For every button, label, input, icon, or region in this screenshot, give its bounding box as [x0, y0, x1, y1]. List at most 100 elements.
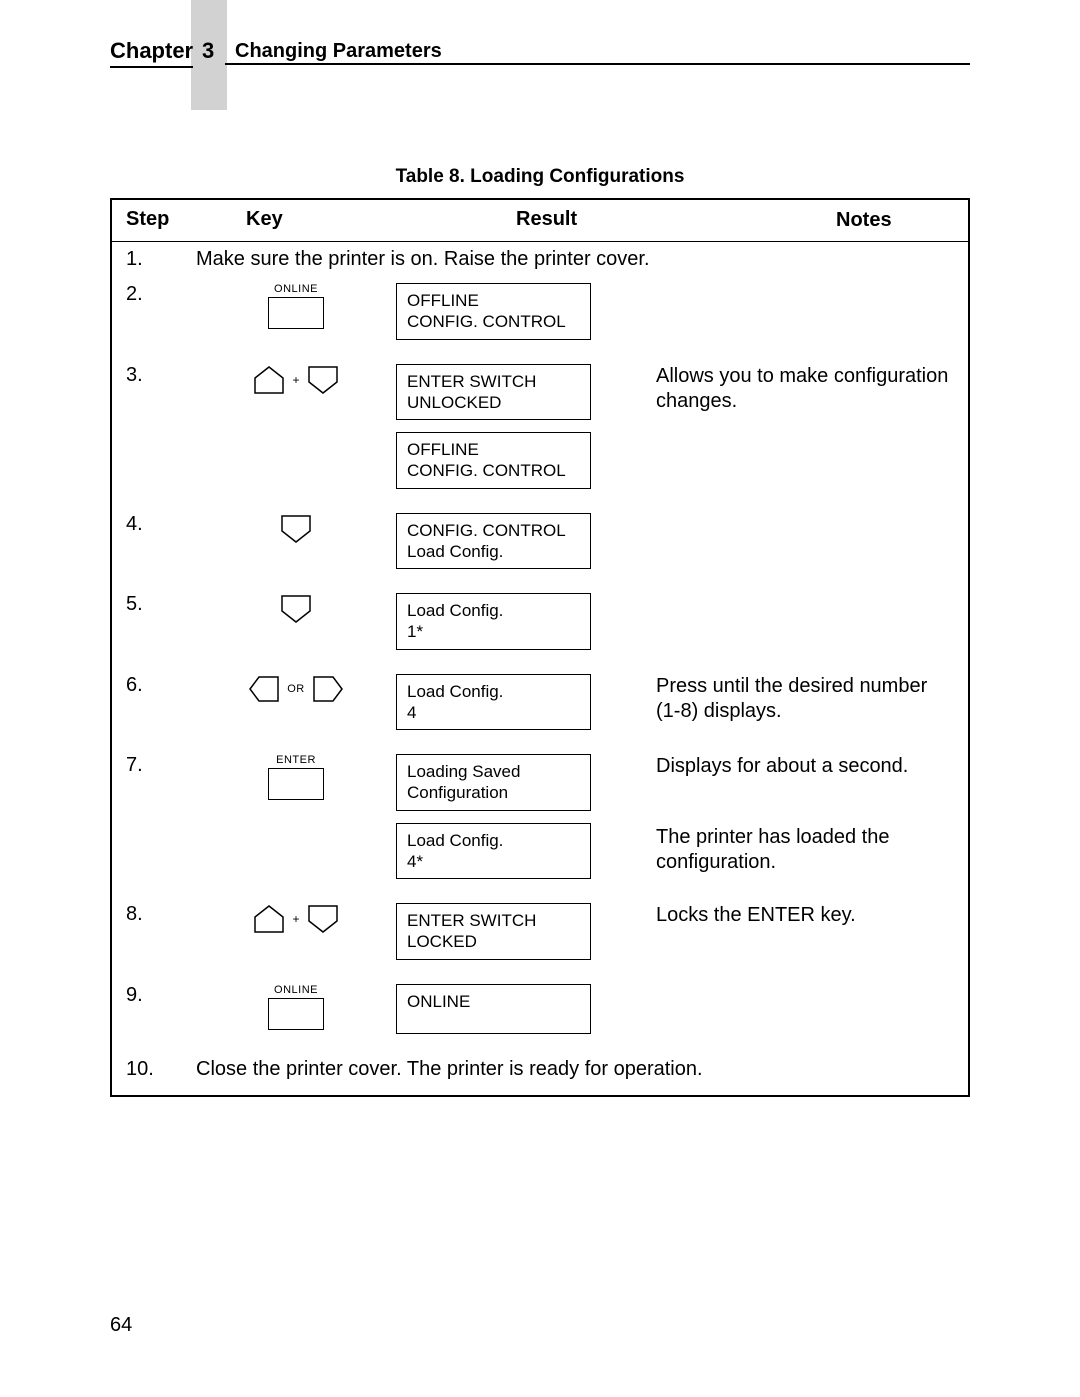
table-row: 5. Load Config. 1* — [112, 587, 968, 668]
col-header-notes: Notes — [776, 208, 954, 233]
step-number: 9. — [126, 984, 196, 1007]
left-arrow-key-icon — [247, 674, 281, 704]
header-rule — [225, 63, 970, 65]
col-header-step: Step — [126, 208, 196, 231]
result-line: Loading Saved — [407, 761, 580, 782]
or-label: OR — [287, 683, 305, 695]
result-box: ENTER SWITCH LOCKED — [396, 903, 591, 960]
result-line: CONFIG. CONTROL — [407, 311, 580, 332]
result-line: ENTER SWITCH — [407, 910, 580, 931]
result-cell: Load Config. 4 — [396, 674, 656, 743]
step-number: 3. — [126, 364, 196, 387]
key-cell: ENTER — [196, 754, 396, 800]
table-row: 4. CONFIG. CONTROL Load Config. — [112, 507, 968, 588]
key-cell: ONLINE — [196, 984, 396, 1030]
notes-cell: Allows you to make configuration changes… — [656, 364, 954, 414]
step-number: 4. — [126, 513, 196, 536]
result-box: Load Config. 4* — [396, 823, 591, 880]
result-cell: OFFLINE CONFIG. CONTROL — [396, 283, 656, 352]
plus-label: + — [292, 912, 299, 926]
result-cell: Load Config. 1* — [396, 593, 656, 662]
rect-button-icon — [268, 998, 324, 1030]
result-line: Configuration — [407, 782, 580, 803]
result-cell: ENTER SWITCH LOCKED — [396, 903, 656, 972]
step-number: 6. — [126, 674, 196, 697]
enter-key: ENTER — [268, 754, 324, 800]
key-combo: + — [252, 903, 339, 935]
table-row: 2. ONLINE OFFLINE CONFIG. CONTROL — [112, 277, 968, 358]
result-line: Load Config. — [407, 830, 580, 851]
key-label: ONLINE — [274, 984, 318, 996]
plus-label: + — [292, 373, 299, 387]
result-line: ENTER SWITCH — [407, 371, 580, 392]
table-row: 3. + ENTER SWITCH UNLOCKED OFFLINE CONFI… — [112, 358, 968, 507]
down-arrow-key-icon — [306, 903, 340, 935]
config-table: Step Key Result Notes 1. Make sure the p… — [110, 198, 970, 1097]
online-key: ONLINE — [268, 283, 324, 329]
step-text: Make sure the printer is on. Raise the p… — [196, 248, 954, 271]
note-line: Displays for about a second. — [656, 754, 954, 779]
table-caption: Table 8. Loading Configurations — [110, 166, 970, 188]
step-number: 2. — [126, 283, 196, 306]
down-arrow-key-icon — [306, 364, 340, 396]
result-box: Load Config. 1* — [396, 593, 591, 650]
page-number: 64 — [110, 1314, 132, 1337]
step-number: 8. — [126, 903, 196, 926]
table-row: 6. OR Load Config. 4 Press until the des… — [112, 668, 968, 749]
key-label: ONLINE — [274, 283, 318, 295]
rect-button-icon — [268, 297, 324, 329]
key-cell — [196, 513, 396, 545]
col-header-result: Result — [446, 208, 776, 231]
step-number: 10. — [126, 1058, 196, 1081]
step-number: 1. — [126, 248, 196, 271]
result-line: OFFLINE — [407, 290, 580, 311]
result-line: Load Config. — [407, 681, 580, 702]
result-line: LOCKED — [407, 931, 580, 952]
result-cell: CONFIG. CONTROL Load Config. — [396, 513, 656, 582]
table-row: 7. ENTER Loading Saved Configuration Loa… — [112, 748, 968, 897]
note-line: The printer has loaded the configuration… — [656, 825, 954, 875]
result-box: Load Config. 4 — [396, 674, 591, 731]
table-row: 8. + ENTER SWITCH LOCKED Locks the ENTER… — [112, 897, 968, 978]
result-cell: ONLINE — [396, 984, 656, 1046]
chapter-header: Chapter 3 Changing Parameters — [110, 38, 970, 110]
notes-cell: Displays for about a second. The printer… — [656, 754, 954, 875]
chapter-number: 3 — [202, 38, 214, 64]
result-line: Load Config. — [407, 600, 580, 621]
result-line: UNLOCKED — [407, 392, 580, 413]
step-text: Close the printer cover. The printer is … — [196, 1058, 954, 1081]
result-line: ONLINE — [407, 991, 580, 1012]
key-cell: + — [196, 903, 396, 935]
result-box: Loading Saved Configuration — [396, 754, 591, 811]
down-arrow-key-icon — [279, 593, 313, 625]
table-row: 10. Close the printer cover. The printer… — [112, 1052, 968, 1095]
result-line: 4* — [407, 851, 580, 872]
col-header-key: Key — [196, 208, 446, 231]
down-arrow-key-icon — [279, 513, 313, 545]
result-box: OFFLINE CONFIG. CONTROL — [396, 432, 591, 489]
up-arrow-key-icon — [252, 903, 286, 935]
table-row: 1. Make sure the printer is on. Raise th… — [112, 242, 968, 277]
up-arrow-key-icon — [252, 364, 286, 396]
result-cell: ENTER SWITCH UNLOCKED OFFLINE CONFIG. CO… — [396, 364, 656, 501]
key-combo: + — [252, 364, 339, 396]
key-combo: OR — [247, 674, 345, 704]
notes-cell: Locks the ENTER key. — [656, 903, 954, 928]
result-box: OFFLINE CONFIG. CONTROL — [396, 283, 591, 340]
result-line: 4 — [407, 702, 580, 723]
key-cell: ONLINE — [196, 283, 396, 329]
result-line: 1* — [407, 621, 580, 642]
result-line: OFFLINE — [407, 439, 580, 460]
key-cell: + — [196, 364, 396, 396]
step-number: 7. — [126, 754, 196, 777]
result-line: CONFIG. CONTROL — [407, 460, 580, 481]
notes-cell: Press until the desired number (1-8) dis… — [656, 674, 954, 724]
result-line: Load Config. — [407, 541, 580, 562]
step-number: 5. — [126, 593, 196, 616]
result-line: CONFIG. CONTROL — [407, 520, 580, 541]
document-page: Chapter 3 Changing Parameters Table 8. L… — [0, 0, 1080, 1397]
result-box: ONLINE — [396, 984, 591, 1034]
right-arrow-key-icon — [311, 674, 345, 704]
table-row: 9. ONLINE ONLINE — [112, 978, 968, 1052]
chapter-title: Changing Parameters — [235, 40, 442, 63]
